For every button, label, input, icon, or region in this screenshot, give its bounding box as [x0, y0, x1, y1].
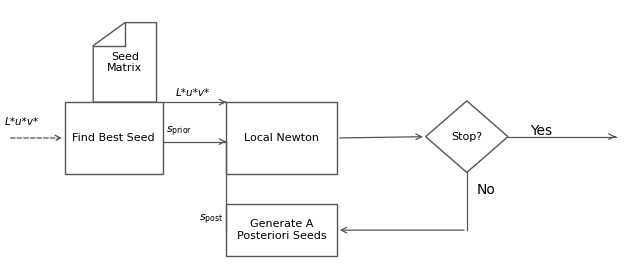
- Bar: [226, 102, 337, 174]
- Text: $s_{\mathrm{prior}}$: $s_{\mathrm{prior}}$: [166, 125, 192, 139]
- Polygon shape: [425, 101, 508, 172]
- Text: Yes: Yes: [530, 124, 552, 138]
- Text: $s_{\mathrm{post}}$: $s_{\mathrm{post}}$: [198, 213, 223, 228]
- Text: No: No: [476, 183, 495, 197]
- Text: Generate A
Posteriori Seeds: Generate A Posteriori Seeds: [237, 219, 326, 241]
- Text: L*u*v*: L*u*v*: [176, 88, 210, 98]
- Bar: [65, 102, 163, 174]
- Text: Stop?: Stop?: [452, 132, 482, 142]
- Bar: [226, 204, 337, 256]
- Text: L*u*v*: L*u*v*: [4, 117, 39, 127]
- Text: Find Best Seed: Find Best Seed: [73, 133, 155, 143]
- Polygon shape: [93, 23, 156, 102]
- Text: Seed
Matrix: Seed Matrix: [107, 52, 142, 73]
- Text: Local Newton: Local Newton: [244, 133, 319, 143]
